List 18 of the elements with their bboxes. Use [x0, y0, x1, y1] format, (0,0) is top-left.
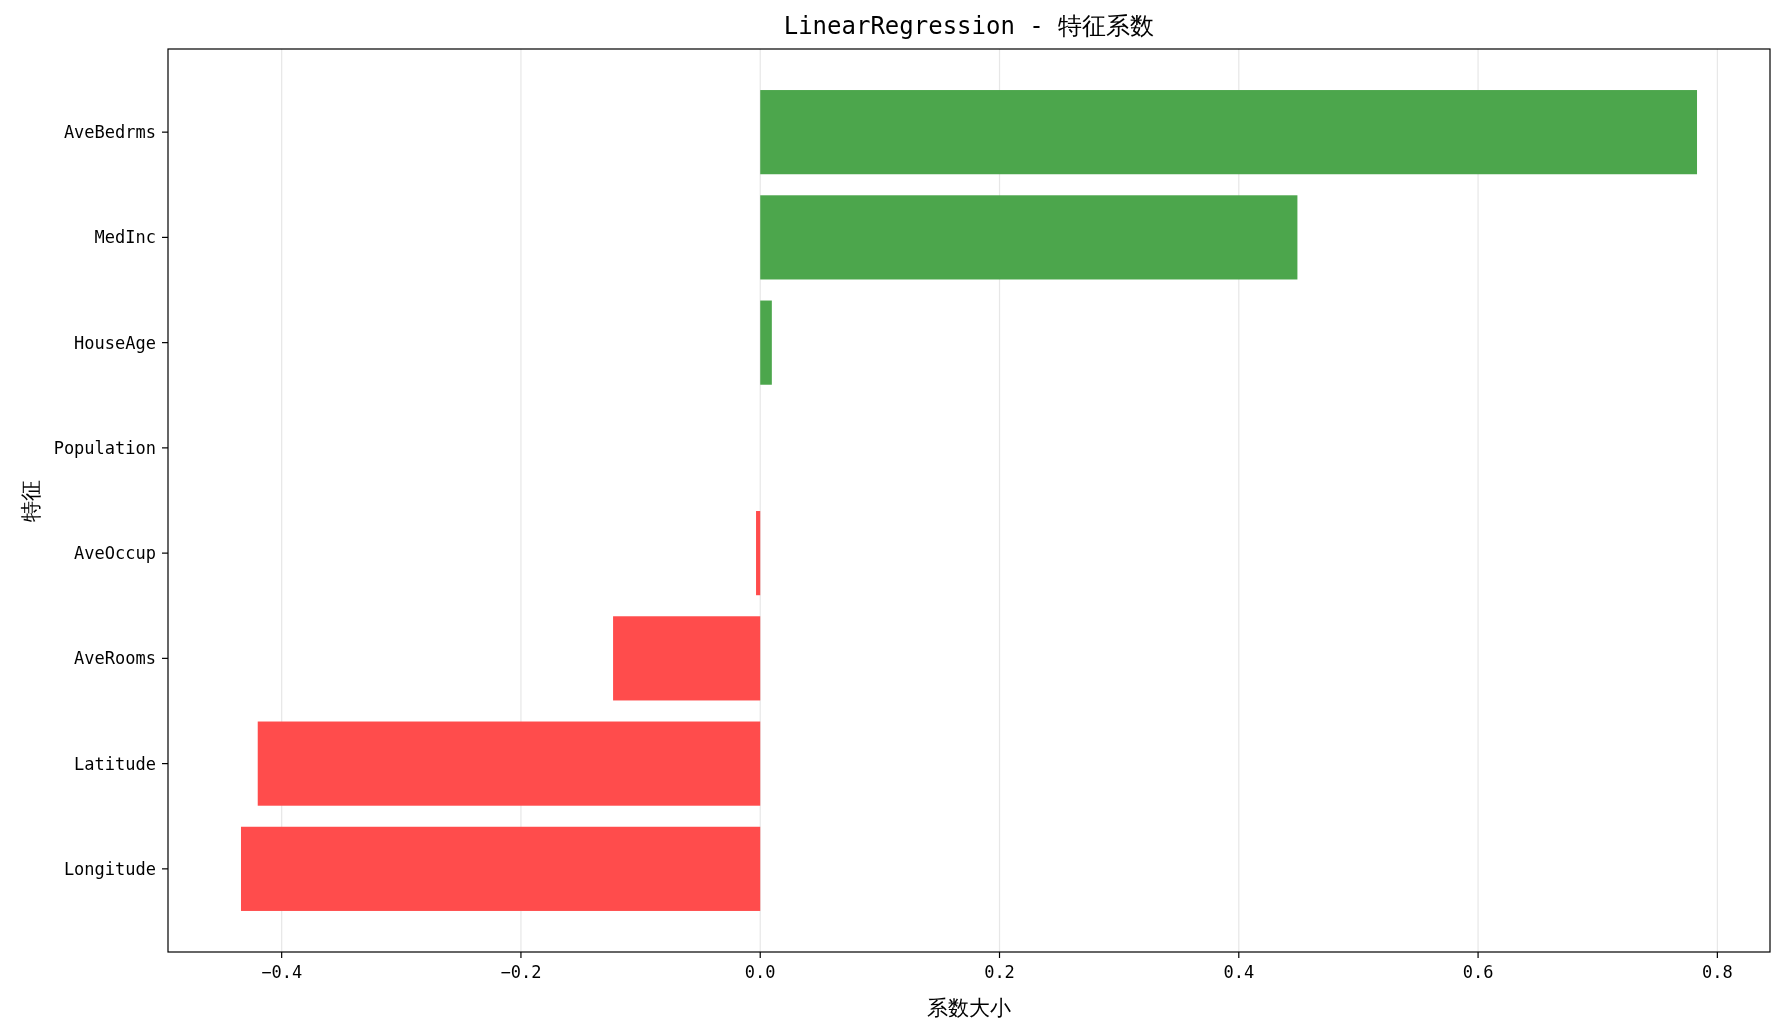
y-tick-label: Population	[53, 437, 156, 458]
x-tick-label: −0.2	[500, 962, 542, 982]
x-tick-label: 0.2	[984, 962, 1015, 982]
x-axis-title: 系数大小	[927, 996, 1011, 1020]
chart-title: LinearRegression - 特征系数	[783, 12, 1155, 40]
y-tick-label: AveOccup	[74, 543, 156, 564]
y-tick-label: MedInc	[94, 227, 156, 248]
y-tick-label: AveRooms	[74, 648, 156, 669]
y-tick-label: Latitude	[74, 753, 156, 774]
y-tick-label: HouseAge	[74, 332, 156, 353]
y-axis-title: 特征	[19, 479, 43, 522]
x-tick-label: 0.6	[1462, 962, 1494, 982]
y-tick-label: Longitude	[63, 858, 156, 879]
x-tick-label: 0.0	[744, 962, 776, 982]
x-tick-label: 0.8	[1702, 962, 1733, 982]
y-tick-label: AveBedrms	[63, 122, 156, 143]
x-tick-label: −0.4	[261, 962, 303, 982]
x-tick-label: 0.4	[1223, 962, 1255, 982]
